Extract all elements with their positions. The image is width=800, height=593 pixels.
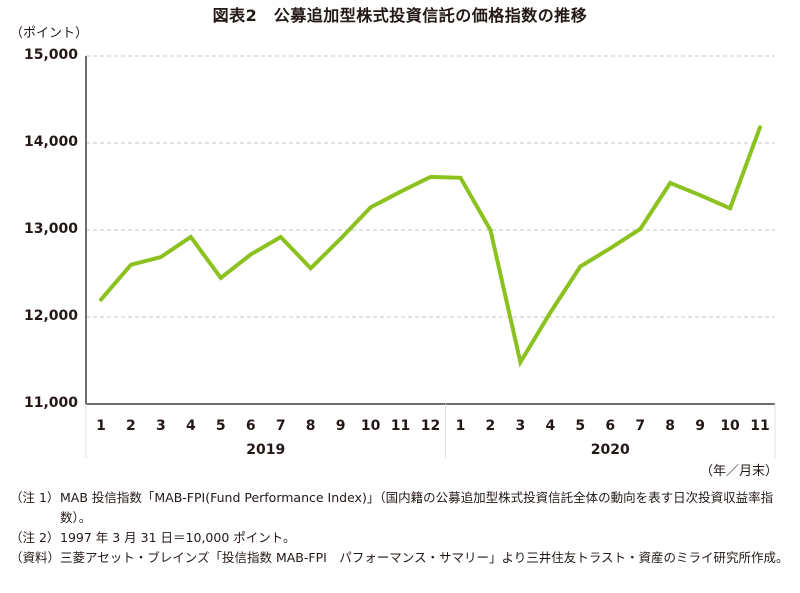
svg-text:2: 2	[126, 418, 136, 434]
svg-text:8: 8	[306, 418, 316, 434]
footnotes: （注 1） MAB 投信指数「MAB-FPI(Fund Performance …	[10, 488, 795, 568]
y-tick-label: 13,000	[23, 221, 78, 237]
svg-text:2020: 2020	[591, 442, 630, 458]
source-note: （資料） 三菱アセット・ブレインズ「投信指数 MAB-FPI パフォーマンス・サ…	[10, 548, 795, 568]
gridlines	[86, 55, 775, 318]
svg-text:5: 5	[216, 418, 226, 434]
footnote-key: （資料）	[10, 550, 61, 565]
svg-text:8: 8	[665, 418, 675, 434]
y-tick-label: 14,000	[23, 134, 78, 150]
y-tick-label: 12,000	[23, 308, 78, 324]
y-tick-label: 15,000	[23, 47, 78, 63]
svg-text:9: 9	[336, 418, 346, 434]
svg-text:2019: 2019	[246, 442, 285, 458]
svg-text:3: 3	[515, 418, 525, 434]
svg-text:3: 3	[156, 418, 166, 434]
svg-text:9: 9	[695, 418, 705, 434]
svg-text:2: 2	[486, 418, 496, 434]
footnote-key: （注 1）	[10, 490, 60, 505]
y-tick-label: 11,000	[23, 395, 78, 411]
svg-text:12: 12	[421, 418, 440, 434]
footnote-text: 1997 年 3 月 31 日＝10,000 ポイント。	[60, 530, 296, 545]
svg-text:11: 11	[750, 418, 769, 434]
y-axis-unit-label: （ポイント）	[10, 26, 89, 41]
footnote-text: MAB 投信指数「MAB-FPI(Fund Performance Index)…	[60, 490, 774, 525]
footnote-text: 三菱アセット・ブレインズ「投信指数 MAB-FPI パフォーマンス・サマリー」よ…	[60, 550, 789, 565]
svg-text:7: 7	[635, 418, 645, 434]
series-line	[99, 125, 762, 368]
svg-text:5: 5	[575, 418, 585, 434]
svg-text:10: 10	[361, 418, 381, 434]
svg-text:6: 6	[605, 418, 615, 434]
svg-text:1: 1	[456, 418, 466, 434]
svg-text:1: 1	[96, 418, 106, 434]
svg-text:7: 7	[276, 418, 286, 434]
axes	[85, 56, 776, 458]
footnote-2: （注 2） 1997 年 3 月 31 日＝10,000 ポイント。	[10, 528, 795, 548]
svg-text:4: 4	[545, 418, 555, 434]
footnote-key: （注 2）	[10, 530, 60, 545]
svg-text:11: 11	[391, 418, 410, 434]
chart-title: 図表2 公募追加型株式投資信託の価格指数の推移	[212, 6, 588, 25]
svg-text:4: 4	[186, 418, 196, 434]
x-axis-unit-label: （年／月末）	[699, 464, 778, 479]
svg-text:6: 6	[246, 418, 256, 434]
footnote-1: （注 1） MAB 投信指数「MAB-FPI(Fund Performance …	[10, 488, 795, 528]
svg-text:10: 10	[720, 418, 740, 434]
